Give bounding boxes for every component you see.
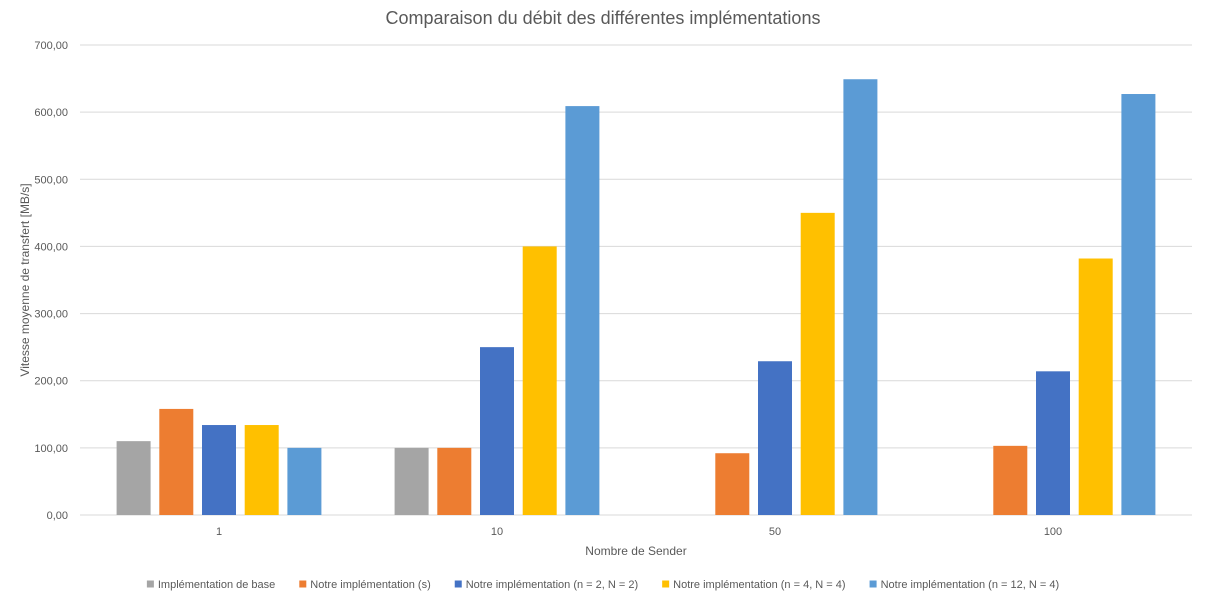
legend-label: Implémentation de base [158, 579, 275, 591]
y-axis-ticks: 0,00 100,00 200,00 300,00 400,00 500,00 600,00… [34, 40, 68, 522]
x-tick-label: 10 [491, 526, 503, 538]
legend-swatch [299, 580, 307, 588]
bar [480, 347, 514, 515]
x-tick-label: 50 [769, 526, 781, 538]
x-axis-title: Nombre de Sender [585, 544, 686, 558]
y-tick-label: 400,00 [34, 241, 68, 253]
bar [843, 79, 878, 515]
y-tick-label: 700,00 [34, 40, 68, 52]
y-tick-label: 600,00 [34, 107, 68, 119]
y-axis-title: Vitesse moyenne de transfert [MB/s] [18, 183, 32, 376]
bar [1121, 94, 1156, 515]
legend-label: Notre implémentation (n = 4, N = 4) [673, 579, 845, 591]
bar [287, 447, 322, 515]
bar [715, 453, 750, 515]
bar [1036, 371, 1070, 515]
bar [116, 441, 151, 515]
legend-swatch [454, 580, 462, 588]
chart-title: Comparaison du débit des différentes imp… [386, 8, 821, 28]
legend: Implémentation de base Notre implémentati… [146, 579, 1060, 591]
bar [800, 212, 835, 515]
y-tick-label: 300,00 [34, 309, 68, 321]
bar [565, 106, 600, 515]
bar [202, 425, 236, 515]
bar [437, 447, 472, 515]
legend-label: Notre implémentation (n = 12, N = 4) [881, 579, 1060, 591]
legend-label: Notre implémentation (n = 2, N = 2) [466, 579, 638, 591]
y-tick-label: 100,00 [34, 443, 68, 455]
legend-swatch [662, 580, 670, 588]
y-tick-label: 0,00 [47, 510, 68, 522]
x-tick-label: 100 [1044, 526, 1062, 538]
legend-label: Notre implémentation (s) [310, 579, 430, 591]
bar [1078, 258, 1113, 515]
bar [244, 425, 279, 515]
bar [522, 246, 557, 515]
y-tick-label: 200,00 [34, 376, 68, 388]
legend-swatch [146, 580, 154, 588]
bar [394, 447, 429, 515]
bar [993, 445, 1028, 515]
bars [116, 79, 1156, 515]
x-tick-label: 1 [216, 526, 222, 538]
legend-swatch [869, 580, 877, 588]
bar [159, 408, 194, 515]
x-axis-ticks: 1 10 50 100 [216, 526, 1062, 538]
y-tick-label: 500,00 [34, 174, 68, 186]
bar [758, 361, 792, 515]
